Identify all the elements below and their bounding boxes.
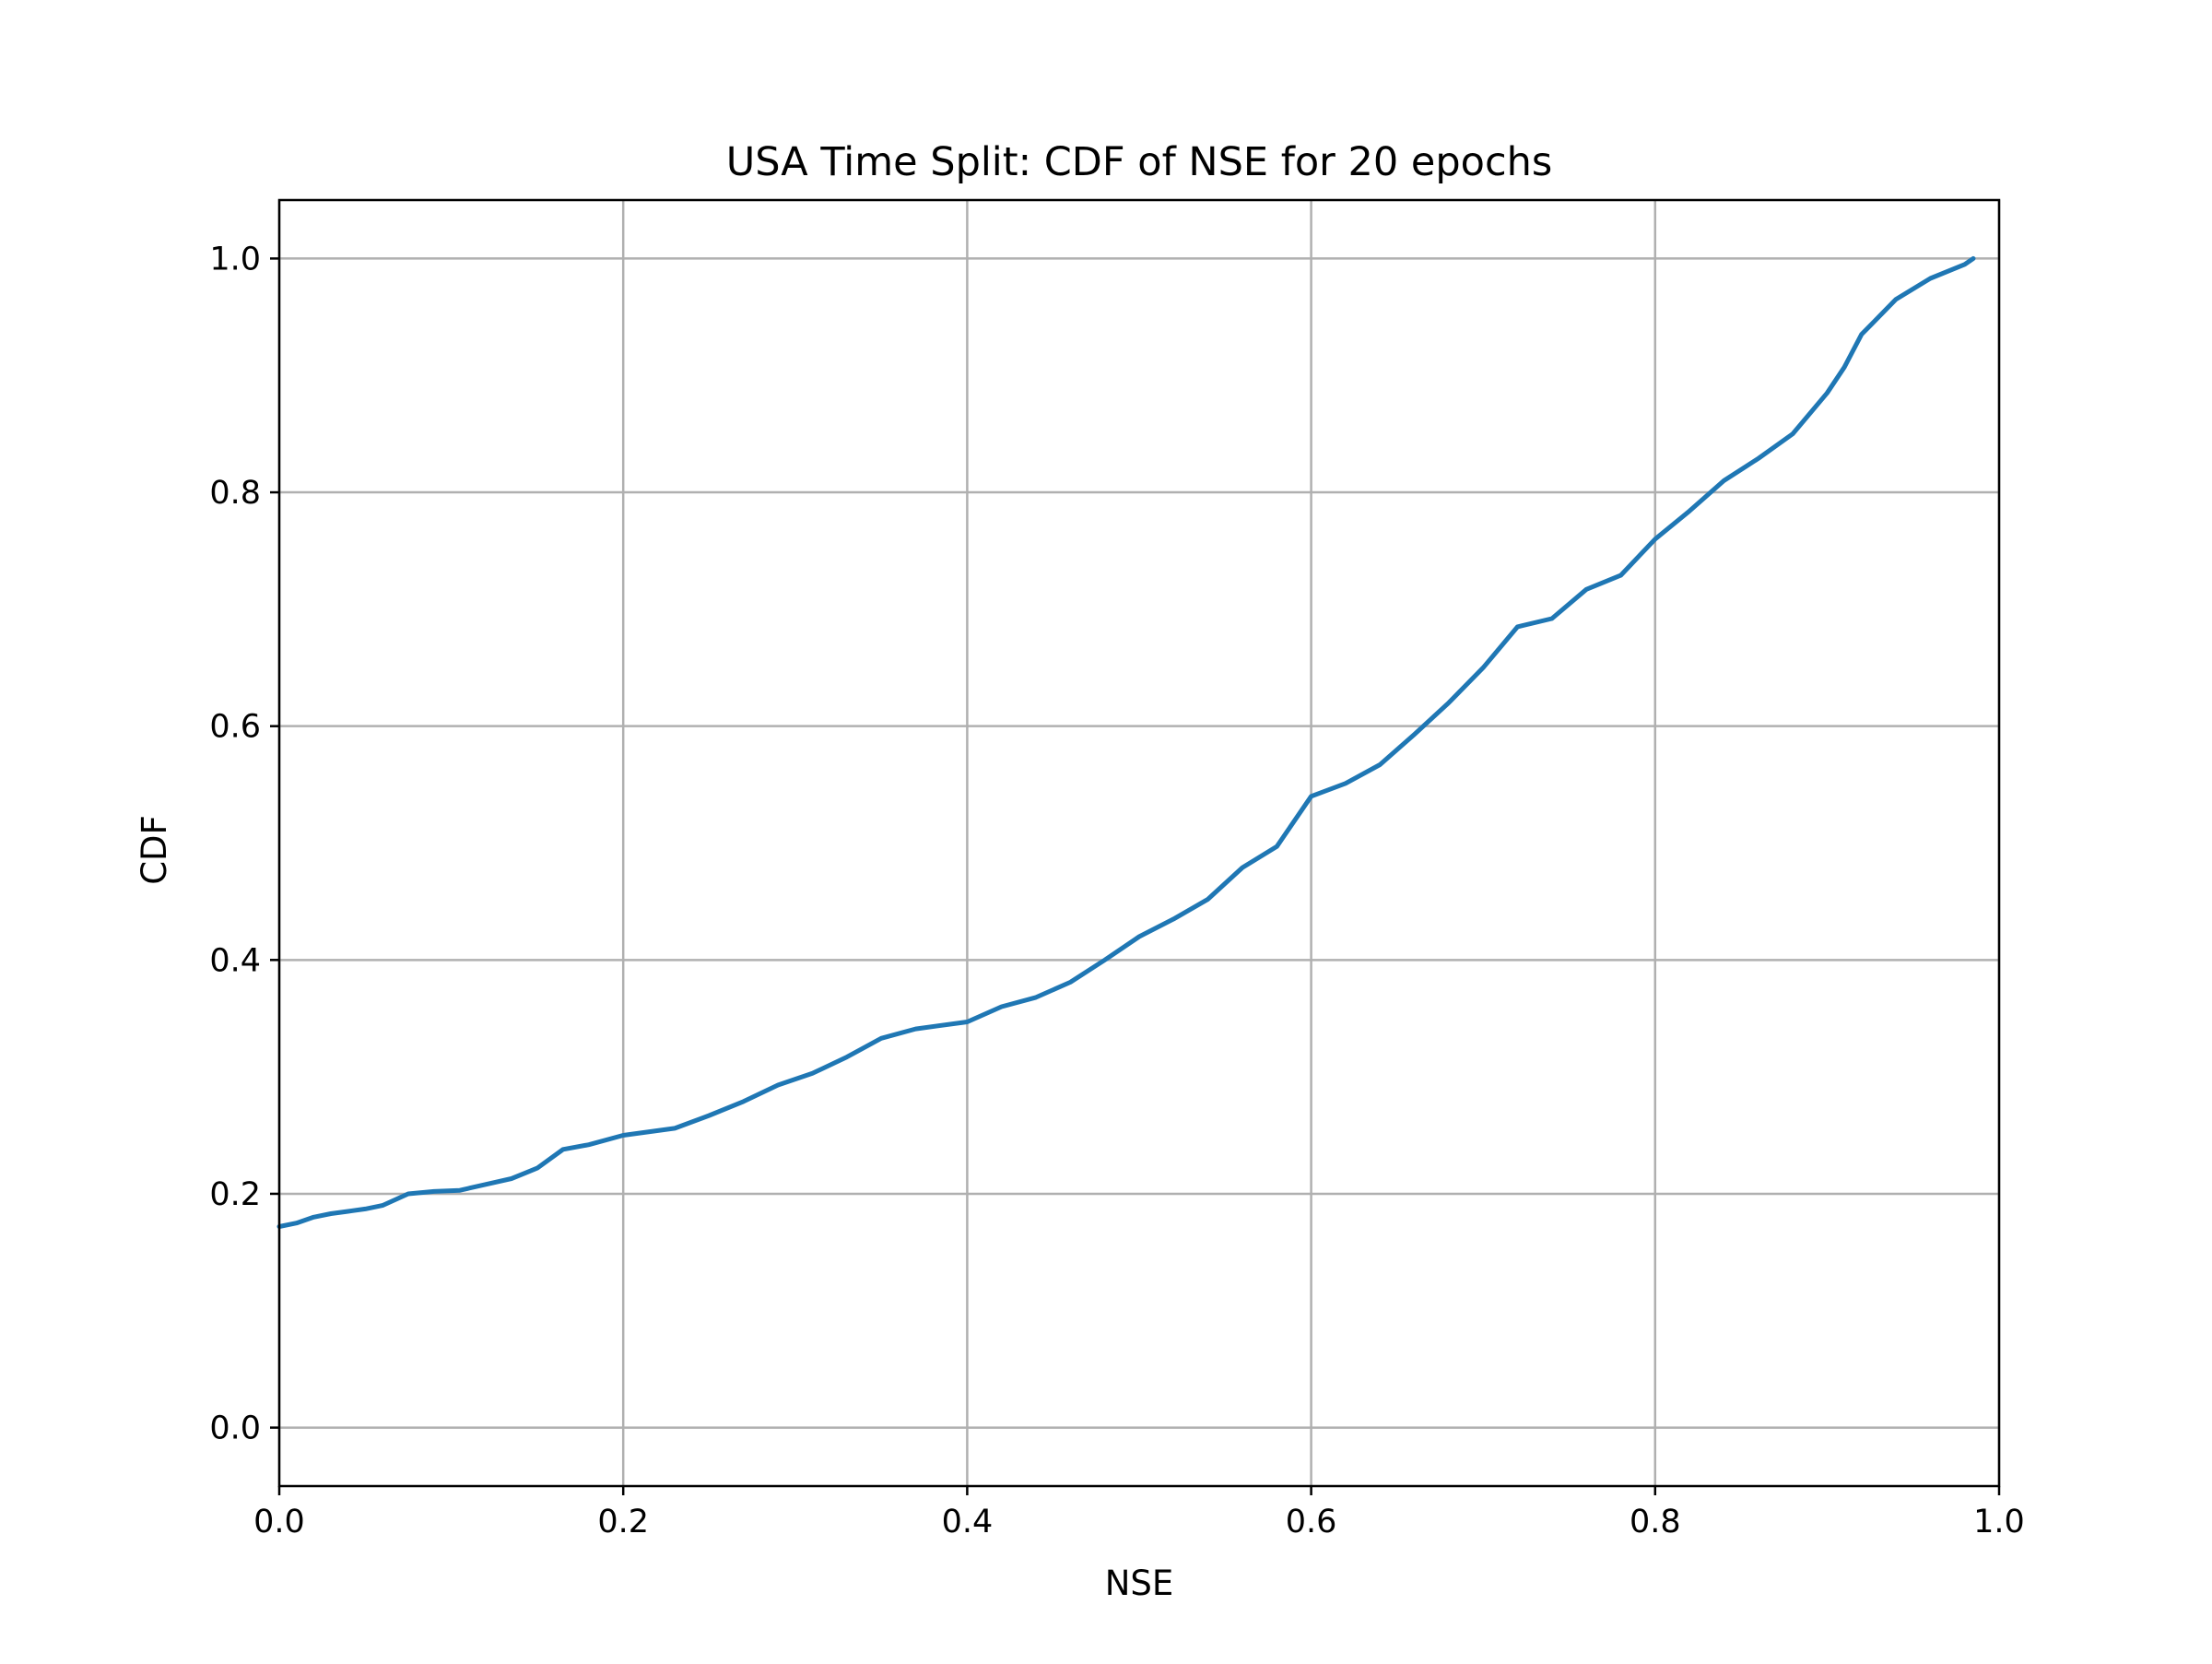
- x-tick-label: 0.0: [253, 1504, 305, 1540]
- y-tick-label: 1.0: [209, 241, 261, 277]
- x-tick-label: 0.2: [597, 1504, 649, 1540]
- x-tick-label: 0.6: [1286, 1504, 1337, 1540]
- y-axis-label: CDF: [135, 815, 174, 885]
- y-tick-label: 0.2: [209, 1176, 261, 1213]
- x-axis-label: NSE: [1105, 1564, 1174, 1603]
- plot-area-frame: [277, 198, 2001, 1488]
- y-tick-label: 0.8: [209, 475, 261, 512]
- chart-title: USA Time Split: CDF of NSE for 20 epochs: [726, 139, 1553, 185]
- cdf-line: [276, 255, 1976, 1229]
- y-tick-label: 0.4: [209, 942, 261, 979]
- x-tick-label: 1.0: [1973, 1504, 2025, 1540]
- x-tick-label: 0.4: [942, 1504, 994, 1540]
- y-tick-label: 0.6: [209, 709, 261, 746]
- x-tick-label: 0.8: [1630, 1504, 1681, 1540]
- y-tick-label: 0.0: [209, 1410, 261, 1447]
- axis-ticks: 0.0 0.2 0.4 0.6 0.8 1.0 0.0 0.2 0.4 0.6 0.8 1.0: [209, 241, 2025, 1540]
